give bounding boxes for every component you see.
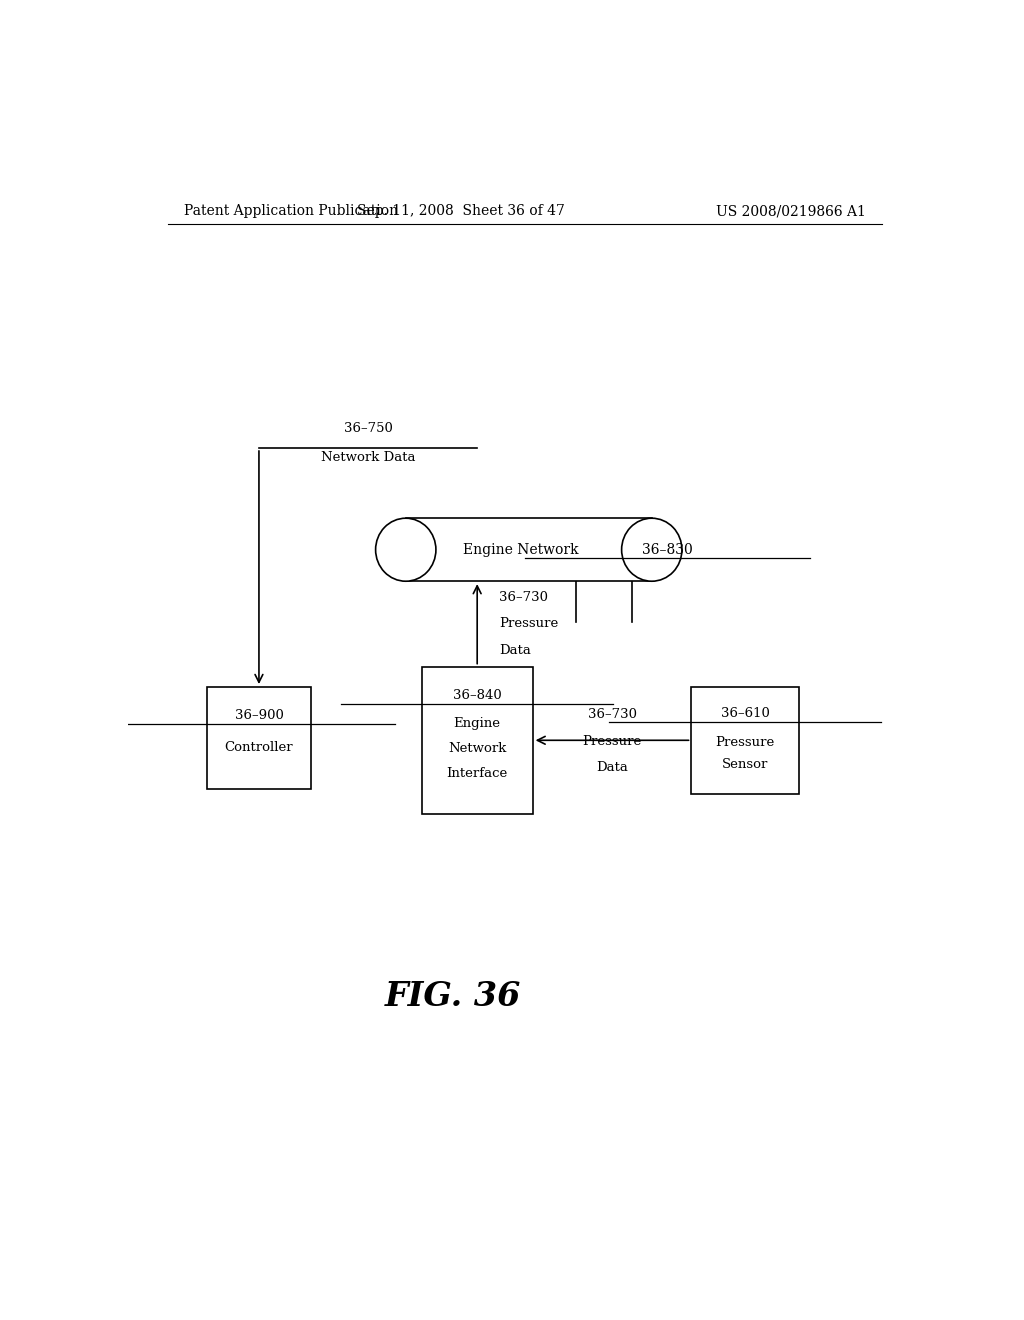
Text: Pressure: Pressure — [716, 735, 774, 748]
FancyBboxPatch shape — [207, 686, 310, 788]
FancyBboxPatch shape — [406, 519, 651, 581]
Text: 36–840: 36–840 — [453, 689, 502, 702]
Text: Controller: Controller — [224, 742, 293, 755]
Text: Network Data: Network Data — [321, 451, 416, 465]
Text: 36–610: 36–610 — [721, 708, 769, 721]
Ellipse shape — [376, 519, 436, 581]
Text: Pressure: Pressure — [583, 735, 642, 748]
Text: Patent Application Publication: Patent Application Publication — [183, 205, 397, 218]
Text: Engine Network: Engine Network — [463, 543, 579, 557]
Text: 36–900: 36–900 — [234, 709, 284, 722]
Text: Engine: Engine — [454, 717, 501, 730]
Text: 36–730: 36–730 — [500, 591, 549, 605]
Text: 36–730: 36–730 — [588, 709, 637, 721]
Text: Data: Data — [596, 762, 628, 775]
FancyBboxPatch shape — [422, 667, 532, 814]
FancyBboxPatch shape — [691, 686, 799, 793]
Text: US 2008/0219866 A1: US 2008/0219866 A1 — [716, 205, 866, 218]
Text: Interface: Interface — [446, 767, 508, 780]
Text: Pressure: Pressure — [500, 618, 559, 631]
Text: Sensor: Sensor — [722, 758, 768, 771]
Text: 36–830: 36–830 — [642, 543, 693, 557]
Text: Sep. 11, 2008  Sheet 36 of 47: Sep. 11, 2008 Sheet 36 of 47 — [357, 205, 565, 218]
Text: FIG. 36: FIG. 36 — [385, 981, 521, 1014]
Text: 36–750: 36–750 — [344, 422, 392, 434]
Ellipse shape — [622, 519, 682, 581]
Text: Data: Data — [500, 644, 531, 657]
Text: Network: Network — [447, 742, 507, 755]
